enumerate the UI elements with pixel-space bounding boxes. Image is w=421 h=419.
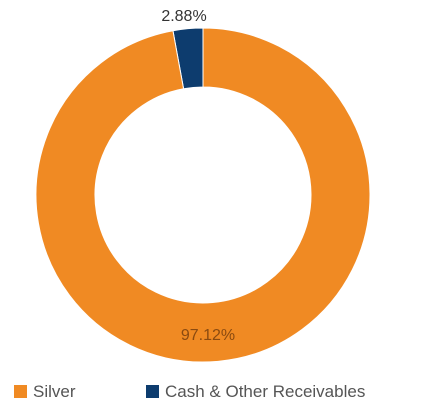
legend-swatch-cash [146, 385, 159, 398]
donut-slice-silver [35, 27, 371, 363]
legend: Silver Cash & Other Receivables [14, 382, 365, 401]
legend-label-cash: Cash & Other Receivables [165, 382, 365, 401]
data-label-cash: 2.88% [161, 8, 206, 25]
data-label-silver: 97.12% [181, 327, 235, 344]
legend-swatch-silver [14, 385, 27, 398]
legend-label-silver: Silver [33, 382, 76, 401]
donut-slices [35, 27, 371, 363]
